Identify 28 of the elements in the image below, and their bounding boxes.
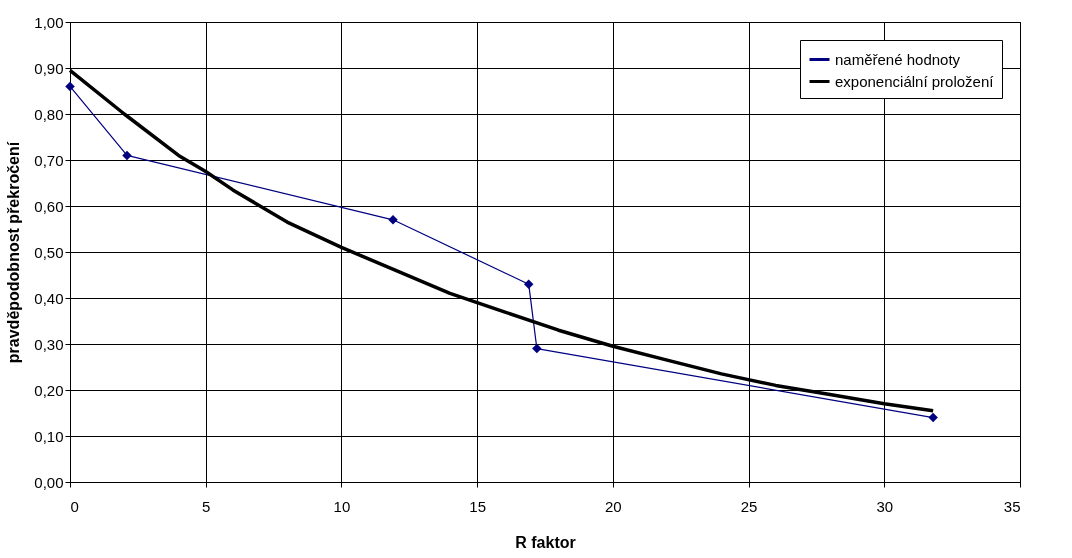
point [928,412,938,423]
y-tick-label: 0,70 [34,151,64,169]
x-tick-label: 10 [333,497,351,515]
y-tick-label: 0,00 [34,473,64,491]
point [532,343,542,354]
x-tick-label: 5 [202,497,211,515]
y-tick-label: 1,00 [34,13,64,31]
y-tick-label: 0,20 [34,381,64,399]
y-axis-title: pravděpodobnost překročení [5,141,23,364]
x-tick-label: 15 [469,497,486,515]
x-axis-title: R faktor [515,533,576,551]
legend-label: exponenciální proložení [835,72,995,90]
x-tick-label: 0 [70,497,79,515]
y-tick-label: 0,80 [34,105,64,123]
point [523,279,534,289]
x-tick-label: 30 [876,497,894,515]
x-tick-label: 20 [605,497,622,515]
legend-label: naměřené hodnoty [835,50,961,68]
y-tick-label: 0,60 [34,197,64,215]
y-tick-label: 0,90 [34,59,64,77]
point [65,81,75,92]
y-tick-label: 0,10 [34,427,64,445]
x-tick-label: 25 [740,497,758,515]
y-tick-label: 0,30 [34,335,64,353]
y-tick-label: 0,50 [34,243,64,261]
point [122,150,132,161]
y-tick-label: 0,40 [34,289,64,307]
x-tick-label: 35 [1003,497,1021,515]
